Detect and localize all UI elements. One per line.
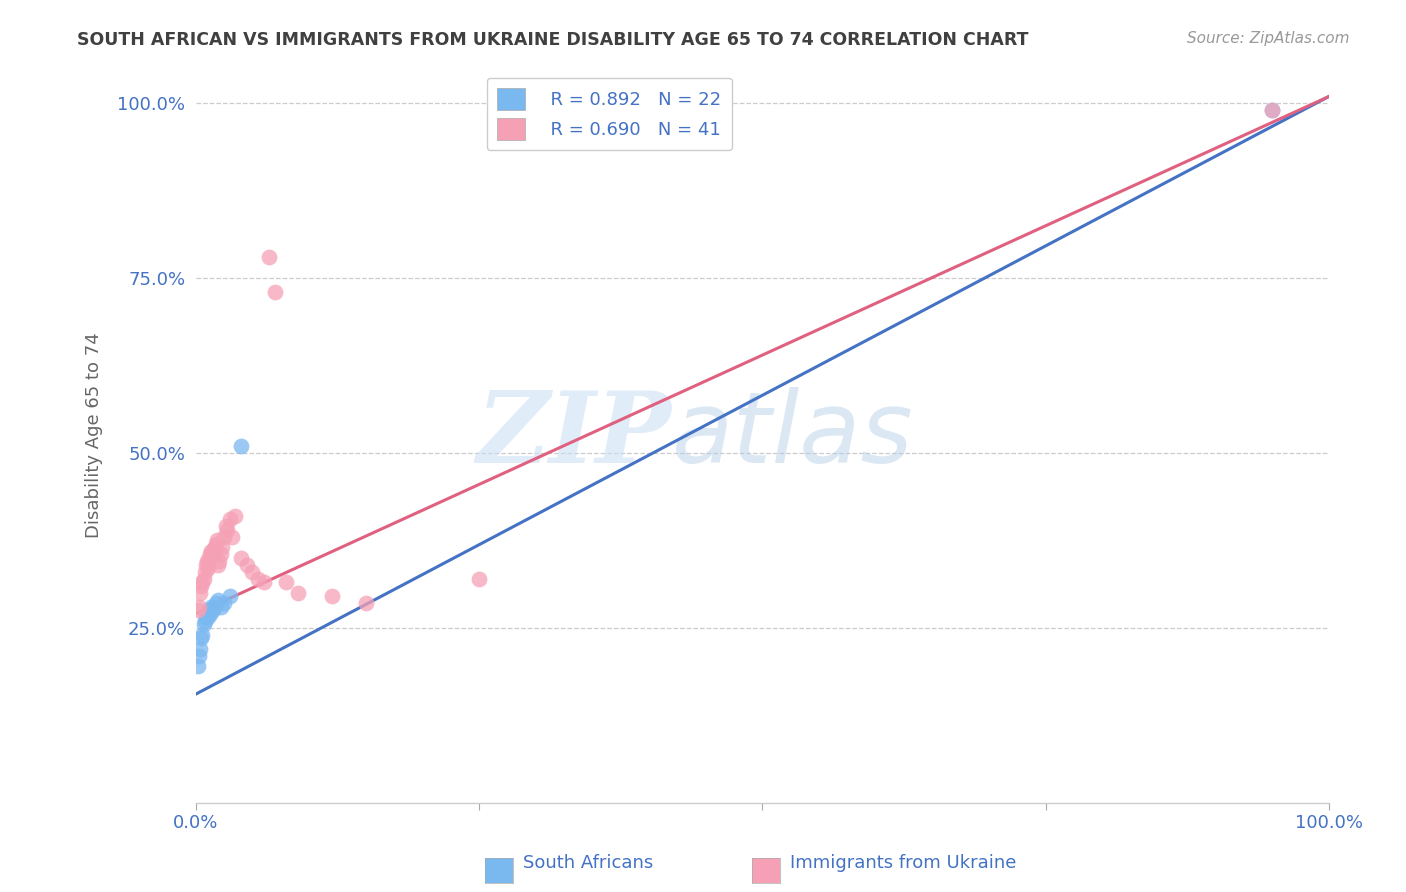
Point [201,603,224,617]
Point [198,603,221,617]
Point [259,250,281,264]
Point [202,548,225,562]
Point [195,554,218,568]
Point [218,590,240,604]
Point [1261,103,1284,118]
Point [198,550,221,565]
Point [209,548,232,562]
Point [200,544,222,558]
Point [197,561,219,575]
Point [321,590,343,604]
Point [218,512,240,526]
Point [354,596,377,610]
Point [229,550,252,565]
Point [194,558,217,572]
Text: atlas: atlas [672,387,914,484]
Point [209,599,232,614]
Point [190,579,212,593]
Point [207,592,229,607]
Point [224,508,246,523]
Point [194,565,217,579]
Point [217,523,239,537]
Point [205,596,228,610]
Point [235,558,257,572]
Point [194,610,217,624]
Point [287,586,309,600]
Point [211,541,233,555]
Text: South Africans: South Africans [523,855,654,872]
Y-axis label: Disability Age 65 to 74: Disability Age 65 to 74 [86,333,103,539]
Point [212,596,235,610]
Point [1261,103,1284,118]
Point [193,572,215,586]
Point [205,533,228,548]
Point [240,565,263,579]
Point [187,603,209,617]
Point [204,541,226,555]
Point [202,599,225,614]
Point [264,285,287,300]
Point [187,659,209,673]
Point [190,632,212,646]
Point [221,530,243,544]
Legend:   R = 0.892   N = 22,   R = 0.690   N = 41: R = 0.892 N = 22, R = 0.690 N = 41 [486,78,733,151]
Point [246,572,269,586]
Point [188,586,211,600]
Point [188,641,211,656]
Point [215,519,238,533]
Point [212,530,235,544]
Point [200,599,222,614]
Point [188,648,211,663]
Point [195,607,218,621]
Text: SOUTH AFRICAN VS IMMIGRANTS FROM UKRAINE DISABILITY AGE 65 TO 74 CORRELATION CHA: SOUTH AFRICAN VS IMMIGRANTS FROM UKRAINE… [77,31,1029,49]
Point [193,617,215,632]
Point [197,610,219,624]
Point [276,575,298,590]
Point [200,548,222,562]
Point [468,572,491,586]
Point [191,575,214,590]
Text: Immigrants from Ukraine: Immigrants from Ukraine [790,855,1017,872]
Point [200,607,222,621]
Point [188,599,211,614]
Point [201,544,224,558]
Text: ZIP: ZIP [477,387,672,483]
Point [205,537,228,551]
Point [229,439,252,453]
Point [191,628,214,642]
Point [208,554,231,568]
Point [207,558,229,572]
Text: Source: ZipAtlas.com: Source: ZipAtlas.com [1187,31,1350,46]
Point [194,614,217,628]
Point [252,575,274,590]
